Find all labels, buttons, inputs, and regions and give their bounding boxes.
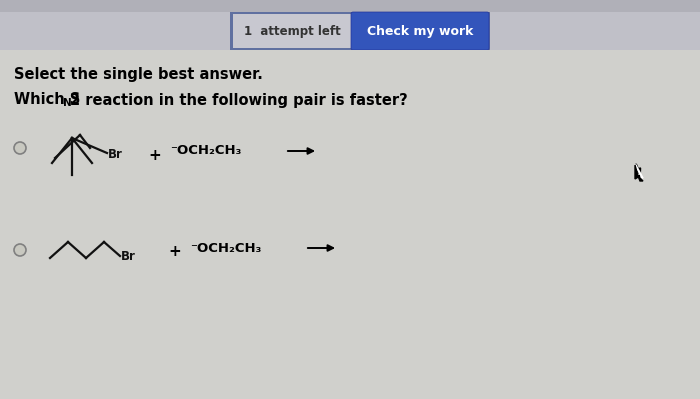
Text: Which S: Which S — [14, 93, 80, 107]
Text: ⁻OCH₂CH₃: ⁻OCH₂CH₃ — [170, 144, 242, 158]
FancyBboxPatch shape — [0, 0, 700, 12]
Text: Br: Br — [108, 148, 123, 162]
Text: +: + — [169, 245, 181, 259]
Text: ⁻OCH₂CH₃: ⁻OCH₂CH₃ — [190, 241, 261, 255]
Text: N: N — [63, 98, 71, 108]
Circle shape — [14, 142, 26, 154]
Text: Select the single best answer.: Select the single best answer. — [14, 67, 263, 83]
Text: Check my work: Check my work — [367, 24, 473, 38]
Text: 1  attempt left: 1 attempt left — [244, 24, 340, 38]
Circle shape — [14, 244, 26, 256]
FancyBboxPatch shape — [0, 50, 700, 399]
FancyBboxPatch shape — [233, 14, 351, 48]
FancyBboxPatch shape — [351, 12, 489, 50]
FancyBboxPatch shape — [230, 12, 490, 50]
Text: 2 reaction in the following pair is faster?: 2 reaction in the following pair is fast… — [70, 93, 407, 107]
Text: Br: Br — [121, 251, 136, 263]
Text: +: + — [148, 148, 162, 162]
Polygon shape — [635, 165, 643, 181]
Polygon shape — [635, 165, 643, 178]
